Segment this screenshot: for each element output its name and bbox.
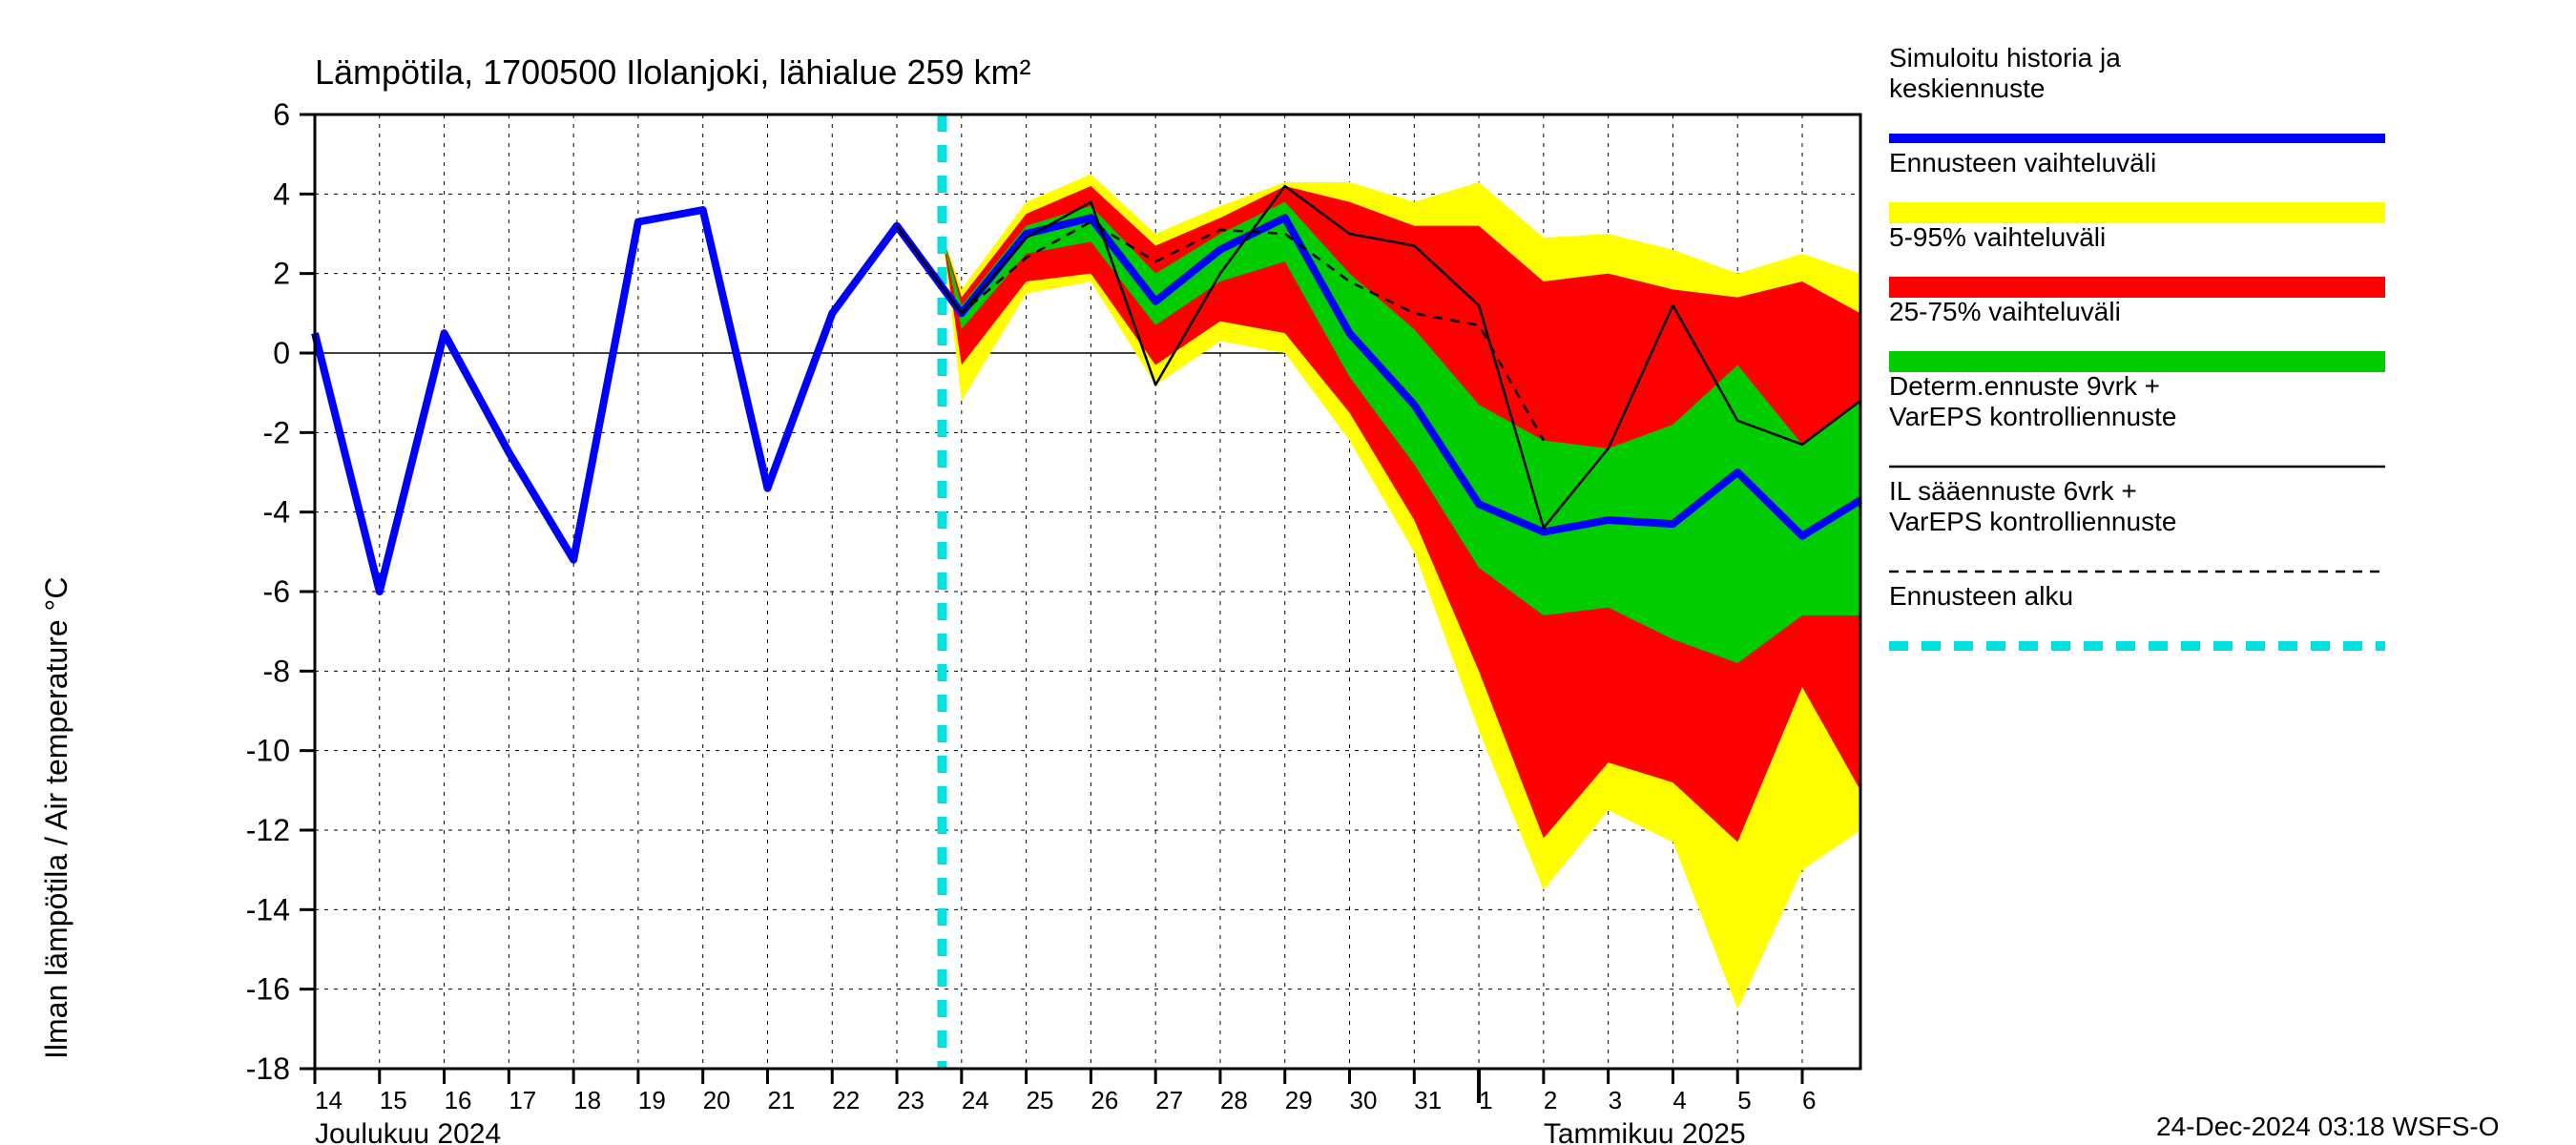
xtick-label: 2 [1544, 1086, 1557, 1114]
xtick-label: 16 [445, 1086, 472, 1114]
xtick-label: 30 [1350, 1086, 1378, 1114]
xtick-label: 22 [832, 1086, 860, 1114]
ytick-label: -6 [263, 574, 290, 609]
legend-label: 5-95% vaihteluväli [1889, 222, 2106, 252]
ytick-label: -10 [246, 734, 290, 768]
legend-swatch [1889, 277, 2385, 298]
xtick-label: 18 [573, 1086, 601, 1114]
legend-label: Simuloitu historia ja [1889, 43, 2121, 73]
ytick-label: -4 [263, 495, 290, 530]
legend-label: Determ.ennuste 9vrk + [1889, 371, 2160, 401]
legend-label: Ennusteen vaihteluväli [1889, 148, 2156, 177]
month-label: Joulukuu 2024 [315, 1118, 501, 1145]
xtick-label: 26 [1091, 1086, 1118, 1114]
y-axis-label: Ilman lämpötila / Air temperature °C [39, 577, 73, 1059]
legend-swatch [1889, 202, 2385, 223]
chart-container: 6420-2-4-6-8-10-12-14-16-181415161718192… [0, 0, 2576, 1145]
ytick-label: -16 [246, 972, 290, 1007]
xtick-label: 6 [1802, 1086, 1816, 1114]
legend-label: Ennusteen alku [1889, 581, 2073, 611]
xtick-label: 1 [1479, 1086, 1492, 1114]
xtick-label: 17 [509, 1086, 536, 1114]
xtick-label: 14 [315, 1086, 343, 1114]
xtick-label: 31 [1414, 1086, 1442, 1114]
chart-title: Lämpötila, 1700500 Ilolanjoki, lähialue … [315, 52, 1030, 92]
ytick-label: -14 [246, 892, 290, 926]
xtick-label: 28 [1220, 1086, 1248, 1114]
xtick-label: 15 [380, 1086, 407, 1114]
chart-svg: 6420-2-4-6-8-10-12-14-16-181415161718192… [0, 0, 2576, 1145]
ytick-label: -12 [246, 813, 290, 847]
xtick-label: 24 [962, 1086, 989, 1114]
ytick-label: 4 [273, 177, 290, 211]
xtick-label: 23 [897, 1086, 924, 1114]
legend-label: VarEPS kontrolliennuste [1889, 507, 2176, 536]
ytick-label: 0 [273, 336, 290, 370]
chart-footer: 24-Dec-2024 03:18 WSFS-O [2156, 1112, 2500, 1141]
ytick-label: -8 [263, 654, 290, 688]
legend-swatch [1889, 351, 2385, 372]
ytick-label: 6 [273, 97, 290, 132]
xtick-label: 27 [1155, 1086, 1183, 1114]
month-label: Tammikuu 2025 [1544, 1118, 1746, 1145]
xtick-label: 19 [638, 1086, 666, 1114]
xtick-label: 21 [767, 1086, 795, 1114]
legend-label: keskiennuste [1889, 73, 2045, 103]
legend-label: VarEPS kontrolliennuste [1889, 402, 2176, 431]
xtick-label: 25 [1027, 1086, 1054, 1114]
xtick-label: 20 [703, 1086, 731, 1114]
xtick-label: 4 [1672, 1086, 1686, 1114]
ytick-label: -18 [246, 1051, 290, 1086]
ytick-label: 2 [273, 257, 290, 291]
legend-label: IL sääennuste 6vrk + [1889, 476, 2137, 506]
xtick-label: 5 [1737, 1086, 1751, 1114]
xtick-label: 3 [1609, 1086, 1622, 1114]
xtick-label: 29 [1285, 1086, 1313, 1114]
legend-label: 25-75% vaihteluväli [1889, 297, 2121, 326]
ytick-label: -2 [263, 415, 290, 449]
